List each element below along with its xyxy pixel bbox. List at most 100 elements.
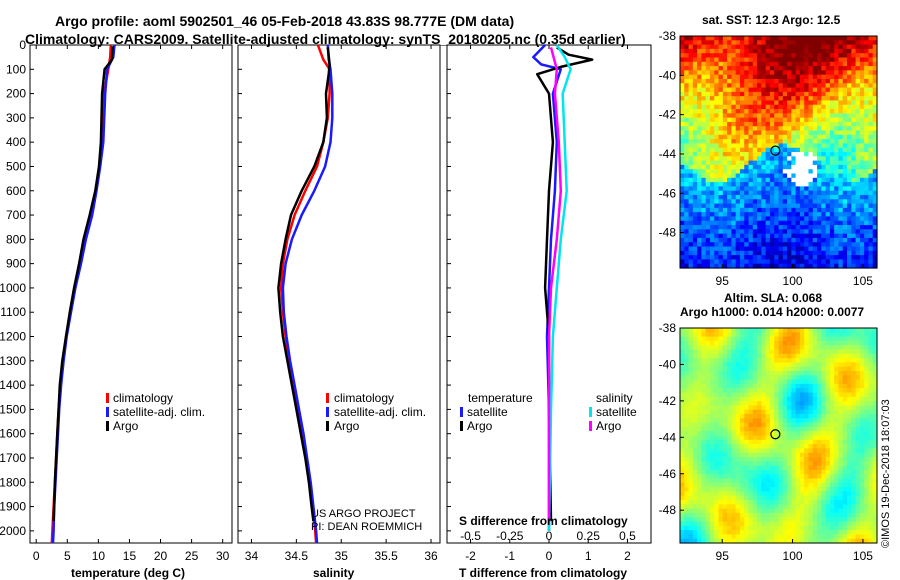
map-cell: [709, 504, 715, 510]
map-cell: [757, 383, 762, 389]
map-cell: [812, 482, 818, 488]
map-cell: [722, 139, 728, 145]
map-cell: [851, 48, 857, 54]
map-cell: [697, 48, 703, 54]
map-cell: [692, 194, 698, 200]
map-cell: [851, 130, 857, 136]
map-cell: [680, 74, 685, 80]
map-cell: [868, 143, 874, 149]
map-cell: [829, 100, 835, 106]
map-cell: [709, 495, 715, 501]
map-cell: [804, 186, 810, 192]
map-cell: [795, 83, 801, 89]
map-cell: [757, 457, 762, 462]
map-cell: [825, 109, 831, 114]
map-cell: [692, 164, 698, 170]
map-cell: [808, 190, 814, 196]
map-cell: [838, 375, 844, 381]
map-cell: [752, 418, 758, 424]
map-cell: [804, 182, 810, 187]
map-cell: [765, 366, 771, 372]
map-cell: [804, 465, 810, 471]
map-cell: [748, 414, 754, 419]
map-cell: [709, 74, 715, 80]
map-cell: [859, 362, 865, 368]
map-cell: [817, 538, 822, 544]
map-cell: [787, 465, 792, 471]
map-cell: [812, 353, 818, 359]
map-cell: [804, 508, 810, 514]
map-cell: [825, 259, 831, 265]
map-cell: [829, 439, 835, 445]
map-cell: [829, 401, 835, 406]
map-cell: [778, 44, 784, 50]
map-cell: [868, 521, 874, 527]
map-cell: [709, 117, 715, 123]
map-cell: [739, 36, 745, 41]
map-cell: [864, 504, 870, 510]
map-cell: [855, 383, 861, 389]
map-cell: [769, 203, 775, 209]
map-cell: [709, 474, 715, 480]
legend-swatch-climatology: [106, 393, 109, 403]
map-cell: [825, 405, 831, 411]
map-cell: [834, 78, 840, 84]
map-cell: [774, 534, 780, 540]
map-cell: [778, 250, 784, 256]
map-cell: [812, 525, 818, 531]
map-cell: [864, 328, 870, 333]
map-cell: [739, 152, 745, 157]
map-cell: [731, 383, 737, 389]
map-cell: [817, 461, 822, 467]
map-cell: [791, 452, 797, 458]
map-cell: [688, 152, 694, 157]
map-cell: [851, 109, 857, 114]
map-cell: [692, 392, 698, 398]
map-cell: [847, 401, 852, 406]
map-cell: [829, 61, 835, 67]
map-cell: [804, 203, 810, 209]
map-cell: [769, 66, 775, 71]
map-cell: [799, 487, 805, 492]
map-cell: [795, 371, 801, 376]
map-cell: [804, 530, 810, 535]
map-cell: [680, 405, 685, 411]
map-cell: [718, 36, 724, 41]
map-cell: [778, 70, 784, 76]
map-cell: [855, 91, 861, 97]
map-cell: [842, 469, 848, 475]
map-cell: [748, 173, 754, 179]
map-cell: [791, 147, 797, 153]
map-cell: [834, 246, 840, 252]
map-cell: [847, 495, 852, 501]
map-cell: [761, 508, 767, 514]
map-cell: [812, 117, 818, 123]
map-cell: [795, 160, 801, 166]
map-cell: [829, 169, 835, 175]
map-cell: [761, 143, 767, 149]
map-cell: [812, 452, 818, 458]
map-cell: [697, 371, 703, 376]
legend-label-climatology: climatology: [334, 391, 394, 405]
map-cell: [778, 444, 784, 449]
map-cell: [778, 392, 784, 398]
map-cell: [757, 87, 762, 93]
map-cell: [864, 383, 870, 389]
map-cell: [834, 379, 840, 385]
map-cell: [684, 500, 690, 505]
map-cell: [872, 353, 878, 359]
map-cell: [739, 478, 745, 484]
map-cell: [851, 255, 857, 261]
map-cell: [851, 422, 857, 428]
map-cell: [739, 525, 745, 531]
map-cell: [744, 517, 750, 523]
map-cell: [825, 487, 831, 492]
map-cell: [855, 199, 861, 205]
map-cell: [748, 525, 754, 531]
map-cell: [731, 525, 737, 531]
map-cell: [705, 242, 711, 248]
map-cell: [795, 328, 801, 333]
map-cell: [868, 255, 874, 261]
map-cell: [748, 332, 754, 338]
map-cell: [799, 57, 805, 63]
